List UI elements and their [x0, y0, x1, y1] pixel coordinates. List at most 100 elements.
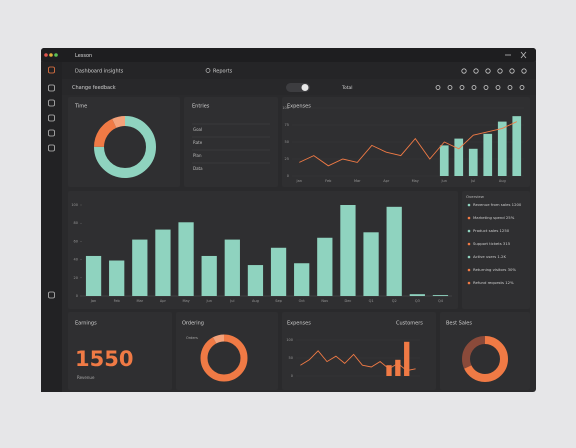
y-tick-label: 100 — [282, 106, 289, 110]
x-tick-label: Mar — [354, 179, 361, 183]
sidebar-icon[interactable] — [48, 99, 55, 107]
bar — [247, 265, 264, 296]
window-control[interactable] — [44, 53, 48, 57]
panel — [176, 312, 278, 390]
filter-icon[interactable] — [495, 85, 501, 90]
toolbar-icon[interactable] — [461, 68, 467, 74]
x-tick-label: Jul — [229, 299, 234, 303]
sidebar-icon[interactable] — [48, 114, 55, 122]
toolbar-icon[interactable] — [473, 68, 479, 74]
x-tick-label: Dec — [345, 299, 352, 303]
filter-icon[interactable] — [435, 85, 441, 90]
legend-marker — [467, 229, 471, 233]
x-tick-label: Feb — [325, 179, 332, 183]
x-tick-label: Q3 — [415, 299, 420, 303]
line — [300, 350, 416, 372]
card-title: Earnings — [75, 321, 97, 327]
filter-title: Change feedback — [72, 85, 116, 91]
x-tick-label: Apr — [383, 179, 390, 183]
window-control[interactable] — [54, 53, 58, 57]
legend-label: Product sales 1250 — [473, 228, 510, 233]
legend-label: Refund requests 12% — [473, 280, 514, 285]
sidebar-icon[interactable] — [48, 66, 55, 74]
sidebar-icon[interactable] — [48, 129, 55, 137]
x-tick-label: Jan — [296, 179, 302, 183]
x-tick-label: May — [412, 179, 419, 183]
toolbar-icon[interactable] — [521, 68, 527, 74]
card-title: Expenses — [287, 321, 311, 327]
x-tick-label: Jun — [205, 299, 211, 303]
card-title: Customers — [396, 321, 423, 327]
sidebar-icon[interactable] — [48, 144, 55, 152]
sidebar-icon[interactable] — [48, 291, 55, 299]
x-tick-label: Sep — [275, 299, 282, 303]
x-tick-label: Aug — [252, 299, 259, 303]
legend-marker — [467, 255, 471, 259]
filter-icon[interactable] — [459, 85, 465, 90]
bar — [432, 295, 449, 296]
bar — [363, 232, 379, 296]
bar — [512, 116, 522, 176]
y-tick-label: 25 — [285, 157, 289, 161]
bar — [468, 148, 478, 176]
toolbar-title: Dashboard insights — [75, 69, 124, 75]
panel — [68, 312, 172, 390]
close-icon[interactable] — [520, 51, 527, 59]
y-tick-label: 0 — [76, 294, 78, 298]
legend-marker — [467, 203, 471, 207]
line — [299, 121, 517, 167]
toggle-knob[interactable] — [301, 84, 309, 91]
card-title: Time — [74, 104, 87, 110]
legend-marker — [467, 281, 471, 285]
bar — [201, 255, 217, 296]
card-title: Best Sales — [446, 321, 472, 327]
card-title: Ordering — [182, 321, 204, 327]
bar — [340, 205, 356, 296]
legend-label: Revenue from sales 1200 — [473, 202, 522, 207]
bar — [404, 341, 410, 376]
toolbar-icon[interactable] — [497, 68, 503, 74]
bar — [178, 222, 194, 296]
filter-icon[interactable] — [471, 85, 477, 90]
legend-label: Active users 1.2K — [473, 254, 506, 259]
x-tick-label: May — [182, 299, 189, 303]
legend-label: Marketing spend 25% — [473, 215, 515, 220]
filter-icon[interactable] — [507, 85, 513, 90]
bar — [224, 239, 240, 296]
x-tick-label: Q1 — [369, 299, 374, 303]
x-tick-label: Feb — [114, 299, 121, 303]
entry-label: Goal — [193, 127, 202, 132]
bar — [483, 133, 493, 176]
card-title: Entries — [192, 104, 210, 110]
x-tick-label: Mar — [137, 299, 144, 303]
panel — [440, 312, 530, 390]
sidebar — [41, 62, 62, 392]
x-tick-label: Jun — [441, 179, 447, 183]
x-tick-label: Q2 — [392, 299, 397, 303]
x-tick-label: Nov — [321, 299, 328, 303]
window-control[interactable] — [49, 53, 53, 57]
entry-label: Data — [193, 166, 203, 171]
toolbar — [41, 62, 536, 79]
legend-label: Returning visitors 30% — [473, 267, 516, 272]
legend-title: Overview — [466, 194, 484, 199]
y-tick-label: 40 — [74, 258, 78, 262]
filter-icon[interactable] — [447, 85, 453, 90]
filter-icon[interactable] — [483, 85, 489, 90]
sidebar-icon[interactable] — [48, 84, 55, 92]
toolbar-icon[interactable] — [485, 68, 491, 74]
y-tick-label: 100 — [286, 338, 293, 342]
search-icon[interactable] — [205, 68, 211, 73]
bar — [439, 145, 449, 176]
bar — [85, 255, 102, 296]
x-tick-label: Oct — [299, 299, 306, 303]
y-tick-label: 0 — [291, 374, 293, 378]
window-title: Lesson — [75, 53, 92, 59]
toolbar-icon[interactable] — [509, 68, 515, 74]
x-tick-label: Jan — [90, 299, 96, 303]
filter-icon[interactable] — [519, 85, 525, 90]
donut-segment — [94, 116, 156, 178]
panel — [68, 97, 180, 187]
y-tick-label: 50 — [289, 356, 293, 360]
